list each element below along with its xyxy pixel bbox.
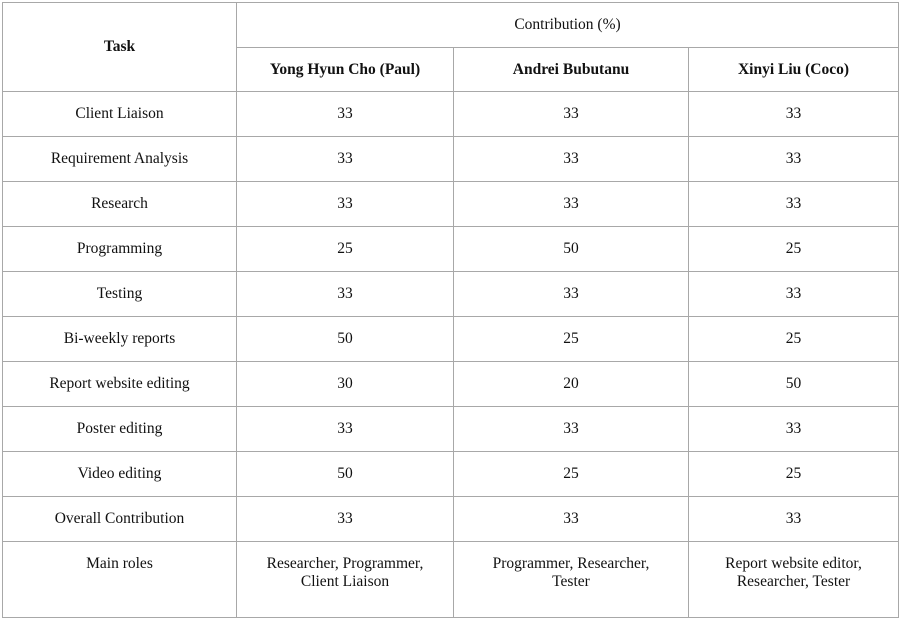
roles-line: Researcher, Tester: [736, 573, 851, 590]
member-header-3: Xinyi Liu (Coco): [688, 47, 899, 92]
table-row: Bi-weekly reports 50 25 25: [2, 316, 899, 362]
task-column-header: Task: [2, 2, 237, 92]
value-cell: 33: [453, 181, 689, 227]
value-cell: 33: [453, 496, 689, 542]
value-cell: 30: [236, 361, 454, 407]
value-cell: 33: [236, 406, 454, 452]
task-cell: Programming: [2, 226, 237, 272]
value-cell: 50: [236, 451, 454, 497]
roles-cell: Programmer, Researcher, Tester: [453, 541, 689, 618]
roles-cell: Report website editor, Researcher, Teste…: [688, 541, 899, 618]
member-header-1: Yong Hyun Cho (Paul): [236, 47, 454, 92]
value-cell: 50: [453, 226, 689, 272]
table-row: Poster editing 33 33 33: [2, 406, 899, 452]
roles-line: Tester: [552, 573, 590, 590]
value-cell: 25: [688, 316, 899, 362]
task-cell: Client Liaison: [2, 91, 237, 137]
value-cell: 25: [688, 451, 899, 497]
value-cell: 33: [688, 136, 899, 182]
table-row: Testing 33 33 33: [2, 271, 899, 317]
value-cell: 33: [236, 496, 454, 542]
value-cell: 33: [453, 136, 689, 182]
value-cell: 25: [453, 316, 689, 362]
value-cell: 20: [453, 361, 689, 407]
roles-line: Report website editor,: [725, 555, 862, 572]
roles-line: Researcher, Programmer,: [266, 555, 424, 572]
value-cell: 25: [688, 226, 899, 272]
value-cell: 33: [236, 91, 454, 137]
table-row: Research 33 33 33: [2, 181, 899, 227]
value-cell: 33: [453, 406, 689, 452]
task-cell: Main roles: [2, 541, 237, 618]
roles-line: Programmer, Researcher,: [492, 555, 650, 572]
value-cell: 33: [453, 91, 689, 137]
task-cell: Research: [2, 181, 237, 227]
value-cell: 50: [236, 316, 454, 362]
value-cell: 25: [453, 451, 689, 497]
task-cell: Bi-weekly reports: [2, 316, 237, 362]
table-row: Client Liaison 33 33 33: [2, 91, 899, 137]
contribution-group-header: Contribution (%): [236, 2, 899, 48]
member-header-2: Andrei Bubutanu: [453, 47, 689, 92]
task-cell: Overall Contribution: [2, 496, 237, 542]
roles-cell: Researcher, Programmer, Client Liaison: [236, 541, 454, 618]
value-cell: 33: [688, 271, 899, 317]
value-cell: 33: [688, 496, 899, 542]
table-row: Overall Contribution 33 33 33: [2, 496, 899, 542]
roles-line: Client Liaison: [300, 573, 390, 590]
value-cell: 33: [453, 271, 689, 317]
value-cell: 33: [236, 136, 454, 182]
value-cell: 33: [688, 181, 899, 227]
value-cell: 33: [236, 271, 454, 317]
task-cell: Testing: [2, 271, 237, 317]
value-cell: 33: [688, 91, 899, 137]
value-cell: 33: [236, 181, 454, 227]
table-row-main-roles: Main roles Researcher, Programmer, Clien…: [2, 541, 899, 618]
value-cell: 50: [688, 361, 899, 407]
task-cell: Report website editing: [2, 361, 237, 407]
value-cell: 25: [236, 226, 454, 272]
table-row: Programming 25 50 25: [2, 226, 899, 272]
task-cell: Video editing: [2, 451, 237, 497]
task-cell: Requirement Analysis: [2, 136, 237, 182]
table-row: Requirement Analysis 33 33 33: [2, 136, 899, 182]
value-cell: 33: [688, 406, 899, 452]
table-row: Video editing 50 25 25: [2, 451, 899, 497]
task-cell: Poster editing: [2, 406, 237, 452]
table-row: Report website editing 30 20 50: [2, 361, 899, 407]
